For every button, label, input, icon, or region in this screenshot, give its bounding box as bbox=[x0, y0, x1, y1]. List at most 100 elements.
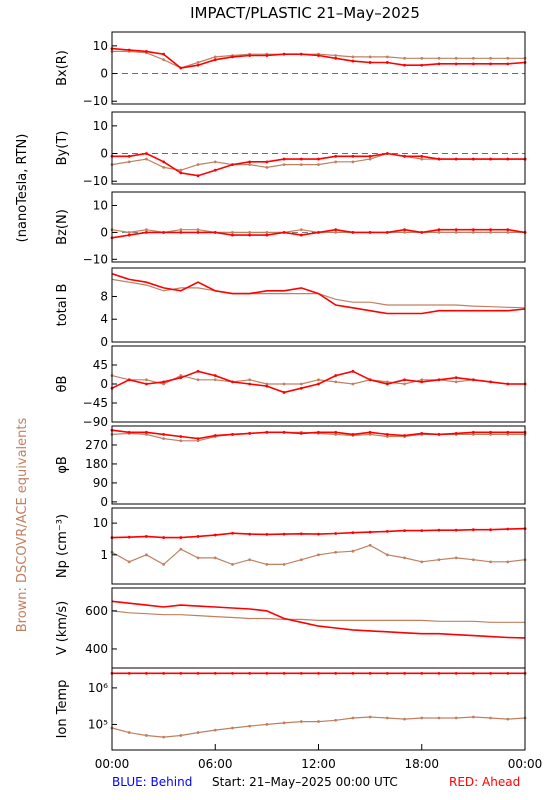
ahead-point-theta bbox=[403, 378, 406, 382]
ahead-point-phi bbox=[145, 430, 148, 434]
ahead-point-bz bbox=[179, 230, 183, 234]
equivalent-point-by bbox=[127, 160, 131, 164]
ahead-point-by bbox=[368, 154, 372, 158]
ahead-point-phi bbox=[317, 430, 320, 434]
ahead-point-by bbox=[179, 171, 183, 175]
ahead-point-phi bbox=[248, 431, 252, 435]
ahead-point-bx bbox=[213, 58, 217, 62]
equivalent-point-np bbox=[454, 556, 458, 560]
ahead-point-bx bbox=[489, 62, 492, 66]
ahead-point-phi bbox=[162, 433, 166, 436]
y-tick-label: 0 bbox=[100, 67, 108, 81]
equivalent-point-theta bbox=[454, 380, 458, 384]
equivalent-point-np bbox=[265, 562, 269, 566]
panel-temp: 10⁵ 10⁶ Ion Temp bbox=[55, 667, 527, 751]
equivalent-point-by bbox=[248, 163, 252, 167]
equivalent-point-bz bbox=[403, 230, 406, 234]
ahead-point-np bbox=[145, 535, 148, 538]
y-tick-label: 0 bbox=[100, 147, 108, 161]
ahead-point-theta bbox=[196, 369, 200, 373]
equivalent-point-bz bbox=[471, 230, 475, 234]
y-tick-label: 4 bbox=[100, 312, 108, 326]
equivalent-point-theta bbox=[385, 380, 389, 384]
equivalent-point-np bbox=[145, 553, 148, 557]
ahead-point-by bbox=[454, 157, 458, 161]
equivalent-point-temp bbox=[420, 716, 424, 720]
y-axis-label-phi: φB bbox=[55, 456, 70, 474]
ahead-point-theta bbox=[213, 374, 217, 377]
brown-side-label: Brown: DSCOVR/ACE equivalents bbox=[15, 418, 30, 633]
ahead-point-theta bbox=[334, 374, 338, 377]
y-axis-label-btot: total B bbox=[55, 284, 70, 327]
ahead-point-np bbox=[179, 536, 183, 539]
ahead-point-temp bbox=[282, 671, 286, 675]
ahead-point-by bbox=[506, 157, 510, 161]
y-tick-label: 10 bbox=[93, 198, 108, 212]
equivalent-point-by bbox=[299, 163, 303, 167]
ahead-point-theta bbox=[282, 391, 286, 394]
equivalent-point-bx bbox=[213, 55, 217, 59]
ahead-point-theta bbox=[248, 382, 252, 386]
ahead-point-bz bbox=[213, 230, 217, 234]
equivalent-point-np bbox=[248, 558, 252, 562]
y-tick-label: 10 bbox=[93, 119, 108, 133]
ahead-point-temp bbox=[265, 671, 269, 675]
ahead-point-bz bbox=[489, 228, 492, 232]
ahead-point-phi bbox=[437, 433, 441, 436]
equivalent-point-np bbox=[213, 556, 217, 560]
ahead-point-temp bbox=[454, 671, 458, 675]
ahead-point-bz bbox=[454, 228, 458, 232]
equivalent-point-by bbox=[334, 160, 338, 164]
ahead-point-bz bbox=[385, 230, 389, 234]
ahead-point-by bbox=[213, 168, 217, 172]
ahead-point-bz bbox=[420, 230, 424, 234]
ahead-point-bx bbox=[265, 54, 269, 57]
equivalent-point-np bbox=[231, 562, 234, 566]
equivalent-point-bz bbox=[248, 230, 252, 234]
ahead-point-phi bbox=[454, 431, 458, 435]
equivalent-point-bx bbox=[471, 56, 475, 60]
equivalent-point-np bbox=[317, 553, 320, 557]
ahead-point-phi bbox=[489, 430, 492, 434]
y-axis-label-theta: θB bbox=[55, 376, 70, 393]
equivalent-point-temp bbox=[145, 734, 148, 737]
equivalent-point-theta bbox=[145, 378, 148, 382]
ahead-point-temp bbox=[317, 671, 320, 675]
ahead-point-theta bbox=[127, 378, 131, 382]
ahead-point-np bbox=[213, 533, 217, 537]
equivalent-point-phi bbox=[334, 433, 338, 436]
ahead-point-temp bbox=[162, 671, 166, 675]
ahead-point-phi bbox=[265, 430, 269, 434]
y-tick-label: −10 bbox=[83, 174, 108, 188]
ahead-point-bz bbox=[145, 230, 148, 234]
ahead-point-np bbox=[317, 532, 320, 536]
y-axis-label-bz: Bz(N) bbox=[55, 209, 70, 245]
equivalent-point-temp bbox=[385, 716, 389, 720]
x-tick-labels: 00:00 06:00 12:00 18:00 00:00 bbox=[95, 744, 542, 771]
equivalent-point-np bbox=[162, 562, 166, 566]
ahead-point-theta bbox=[454, 376, 458, 380]
ahead-point-temp bbox=[196, 671, 200, 675]
equivalent-point-bx bbox=[196, 61, 200, 64]
ahead-point-np bbox=[437, 528, 441, 532]
equivalent-point-bz bbox=[196, 228, 200, 232]
y-tick-label: 180 bbox=[85, 457, 108, 471]
ahead-point-theta bbox=[385, 382, 389, 386]
equivalent-point-temp bbox=[334, 718, 338, 722]
equivalent-point-temp bbox=[248, 724, 252, 728]
equivalent-point-temp bbox=[127, 731, 131, 734]
units-side-label: (nanoTesla, RTN) bbox=[15, 134, 30, 243]
equivalent-point-bx bbox=[334, 54, 338, 57]
panel-frame bbox=[111, 587, 526, 669]
equivalent-point-temp bbox=[231, 726, 234, 730]
equivalent-point-temp bbox=[282, 721, 286, 725]
ahead-point-by bbox=[489, 157, 492, 161]
ahead-point-phi bbox=[403, 434, 406, 437]
y-axis-label-by: By(T) bbox=[55, 131, 70, 166]
ahead-point-np bbox=[299, 532, 303, 536]
equivalent-point-np bbox=[489, 560, 492, 564]
ahead-point-theta bbox=[351, 369, 355, 373]
ahead-point-by bbox=[282, 157, 286, 161]
ahead-point-theta bbox=[471, 378, 475, 382]
ahead-point-bx bbox=[368, 61, 372, 64]
